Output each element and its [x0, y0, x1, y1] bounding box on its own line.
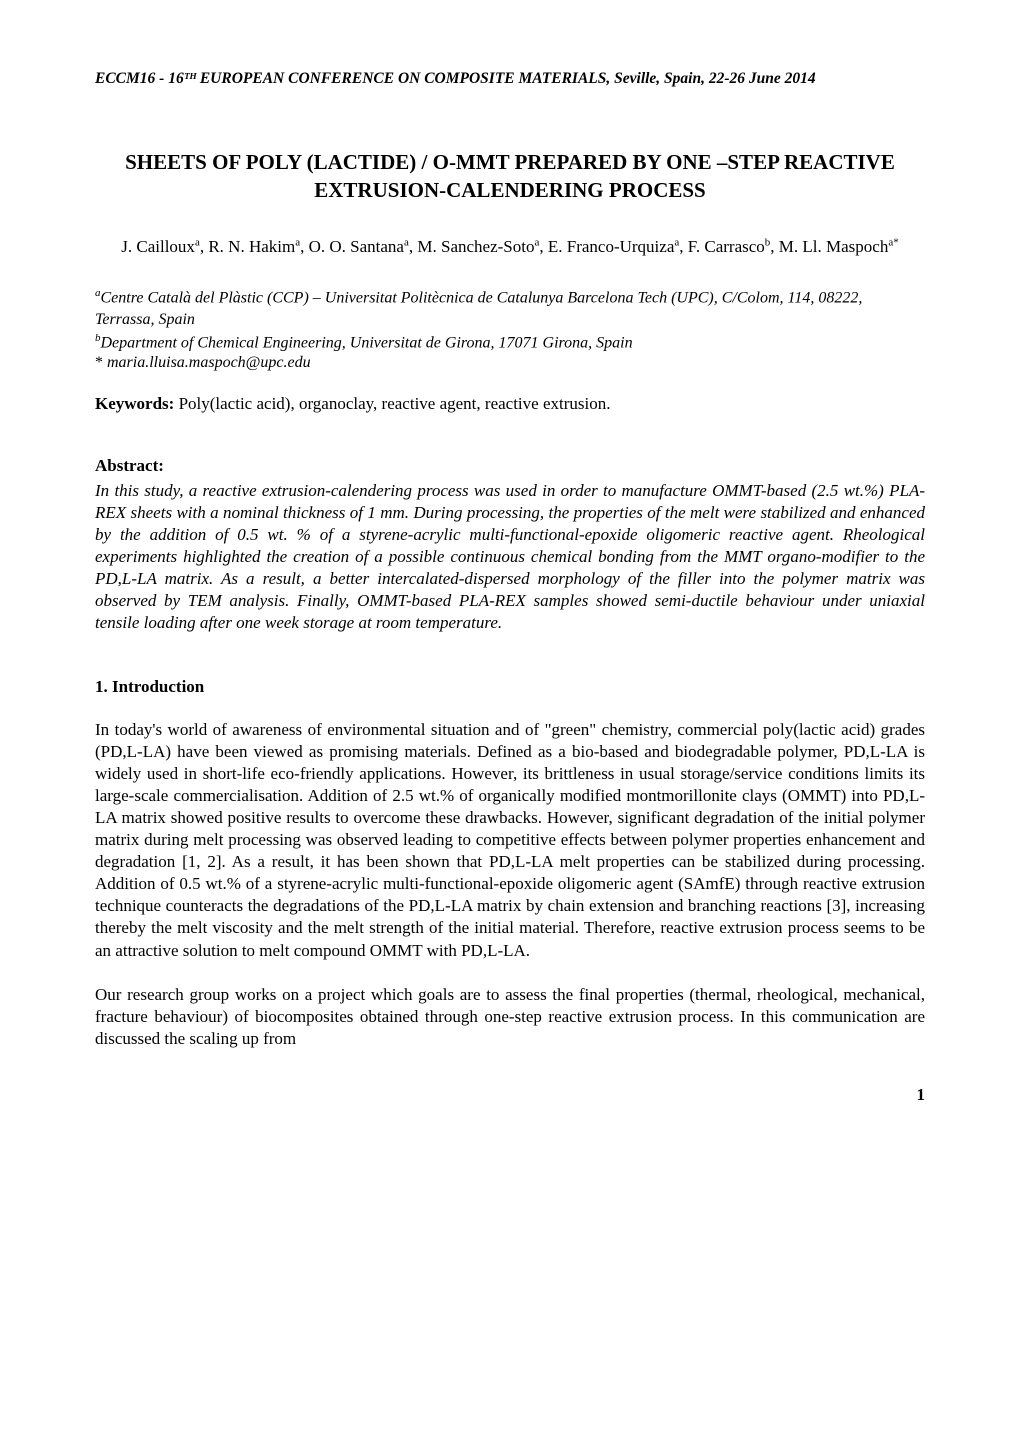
affiliation: aCentre Català del Plàstic (CCP) – Unive…: [95, 286, 925, 331]
author: J. Caillouxa: [121, 237, 200, 256]
conference-header: ECCM16 - 16ᵀᴴ EUROPEAN CONFERENCE ON COM…: [95, 70, 925, 88]
abstract-body: In this study, a reactive extrusion-cale…: [95, 480, 925, 635]
author: , M. Ll. Maspocha*: [770, 237, 898, 256]
author: , R. N. Hakima: [200, 237, 300, 256]
keywords-line: Keywords: Poly(lactic acid), organoclay,…: [95, 394, 925, 414]
section-heading-introduction: 1. Introduction: [95, 677, 925, 697]
author: , E. Franco-Urquizaa: [539, 237, 679, 256]
page-number: 1: [95, 1085, 925, 1105]
introduction-para-1: In today's world of awareness of environ…: [95, 719, 925, 962]
author: , M. Sanchez-Sotoa: [409, 237, 539, 256]
affiliations-block: aCentre Català del Plàstic (CCP) – Unive…: [95, 286, 925, 353]
corresponding-author: * maria.lluisa.maspoch@upc.edu: [95, 354, 925, 372]
introduction-para-2: Our research group works on a project wh…: [95, 984, 925, 1050]
keywords-label: Keywords:: [95, 394, 179, 413]
author: , F. Carrascob: [679, 237, 770, 256]
paper-title: SHEETS OF POLY (LACTIDE) / O-MMT PREPARE…: [95, 148, 925, 205]
author: , O. O. Santanaa: [300, 237, 409, 256]
keywords-text: Poly(lactic acid), organoclay, reactive …: [179, 394, 611, 413]
affiliation: bDepartment of Chemical Engineering, Uni…: [95, 331, 925, 354]
abstract-heading: Abstract:: [95, 456, 925, 476]
authors-block: J. Caillouxa, R. N. Hakima, O. O. Santan…: [95, 235, 925, 259]
